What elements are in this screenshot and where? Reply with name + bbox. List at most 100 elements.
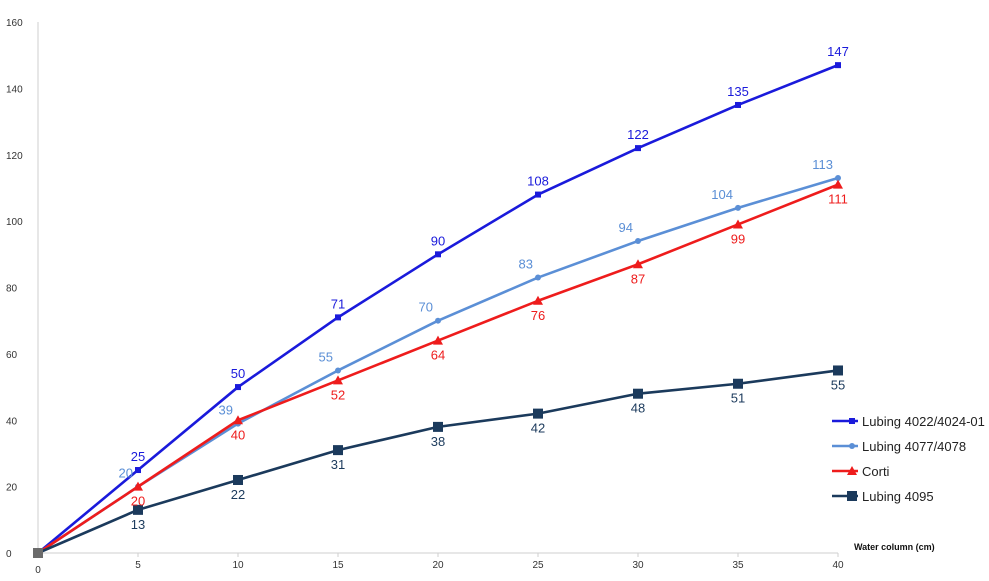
data-label: 135 [727, 84, 749, 99]
data-label: 39 [219, 403, 233, 418]
data-point [433, 335, 443, 345]
legend-marker [847, 491, 857, 501]
y-tick-label: 60 [6, 350, 18, 361]
data-label: 55 [319, 349, 333, 364]
series-layer [33, 62, 843, 558]
data-point [135, 467, 141, 474]
data-label: 50 [231, 366, 245, 381]
data-label: 31 [331, 457, 345, 472]
data-point [835, 62, 841, 69]
data-label: 113 [812, 157, 833, 172]
x-tick-label: 15 [332, 560, 344, 571]
y-tick-label: 0 [6, 549, 12, 560]
data-label: 76 [531, 308, 545, 323]
data-label: 40 [231, 427, 245, 442]
data-label: 22 [231, 487, 245, 502]
data-label: 111 [828, 192, 848, 207]
x-tick-label: 40 [832, 560, 844, 571]
y-tick-label: 140 [6, 84, 23, 95]
data-label: 13 [131, 517, 145, 532]
data-label: 52 [331, 387, 345, 402]
data-label: 38 [431, 434, 445, 449]
legend-marker [849, 418, 855, 424]
x-tick-label: 10 [232, 560, 244, 571]
data-label: 83 [519, 257, 533, 272]
data-point [633, 388, 643, 399]
x-axis-title: Water column (cm) [854, 542, 935, 552]
data-label: 64 [431, 348, 445, 363]
data-label: 20 [119, 466, 133, 481]
axes: 0 20 40 60 80 100 120 140 160 0 5 10 15 20 25 30 35 40 Wat… [6, 18, 935, 576]
data-point [133, 504, 143, 515]
data-point [435, 251, 441, 258]
x-tick-label: 30 [632, 560, 644, 571]
legend-label: Lubing 4022/4024-01 [862, 414, 985, 429]
data-point [533, 295, 543, 305]
legend-item: Lubing 4022/4024-01 [832, 414, 985, 429]
origin-point [33, 548, 43, 558]
data-point [433, 421, 443, 432]
data-point [335, 314, 341, 321]
series-line [37, 63, 839, 555]
data-label: 51 [731, 391, 745, 406]
data-point [235, 384, 241, 391]
series-line [37, 369, 839, 555]
x-tick-label: 5 [135, 560, 141, 571]
data-point [133, 481, 143, 491]
legend-marker [847, 466, 857, 475]
data-label: 147 [827, 44, 849, 59]
data-label: 99 [731, 231, 745, 246]
data-point [233, 474, 243, 485]
y-tick-label: 80 [6, 284, 18, 295]
data-point [735, 101, 741, 108]
data-label: 42 [531, 421, 545, 436]
series-0 [35, 62, 841, 556]
data-labels-layer: 25 50 71 90 108 122 135 147 20 39 55 70 83 94 104 113 20… [119, 44, 849, 532]
data-label: 20 [131, 494, 145, 509]
legend: Lubing 4022/4024-01 Lubing 4077/4078 Corti… [832, 414, 985, 504]
data-label: 104 [711, 187, 733, 202]
data-label: 90 [431, 233, 445, 248]
legend-item: Corti [832, 464, 890, 479]
data-label: 94 [619, 220, 633, 235]
data-point [733, 219, 743, 229]
data-point [633, 259, 643, 269]
x-tick-label: 0 [35, 565, 41, 576]
data-point [333, 445, 343, 456]
x-tick-label: 35 [732, 560, 744, 571]
data-point [535, 191, 541, 198]
legend-label: Lubing 4095 [862, 489, 934, 504]
x-tick-label: 25 [532, 560, 544, 571]
data-point [533, 408, 543, 419]
data-point [335, 367, 341, 374]
data-label: 25 [131, 449, 145, 464]
y-tick-label: 160 [6, 18, 23, 29]
series-3 [33, 365, 843, 558]
data-point [833, 365, 843, 376]
data-label: 55 [831, 377, 845, 392]
data-point [835, 174, 841, 181]
legend-item: Lubing 4095 [832, 489, 934, 504]
data-label: 70 [419, 300, 433, 315]
data-point [233, 415, 243, 425]
legend-marker [849, 443, 855, 449]
data-label: 87 [631, 271, 645, 286]
data-point [833, 179, 843, 189]
legend-label: Lubing 4077/4078 [862, 439, 966, 454]
legend-item: Lubing 4077/4078 [832, 439, 966, 454]
data-point [535, 274, 541, 281]
data-point [733, 378, 743, 389]
y-tick-label: 20 [6, 483, 18, 494]
legend-label: Corti [862, 464, 890, 479]
x-tick-label: 20 [432, 560, 444, 571]
data-label: 108 [527, 174, 549, 189]
data-label: 48 [631, 401, 645, 416]
data-point [435, 317, 441, 324]
data-label: 71 [331, 296, 345, 311]
data-point [333, 375, 343, 385]
data-point [635, 238, 641, 245]
y-tick-label: 40 [6, 416, 18, 427]
data-point [635, 145, 641, 152]
